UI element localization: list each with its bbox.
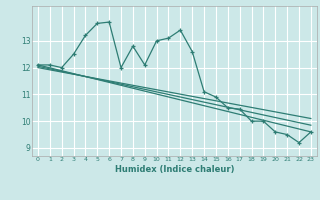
X-axis label: Humidex (Indice chaleur): Humidex (Indice chaleur): [115, 165, 234, 174]
